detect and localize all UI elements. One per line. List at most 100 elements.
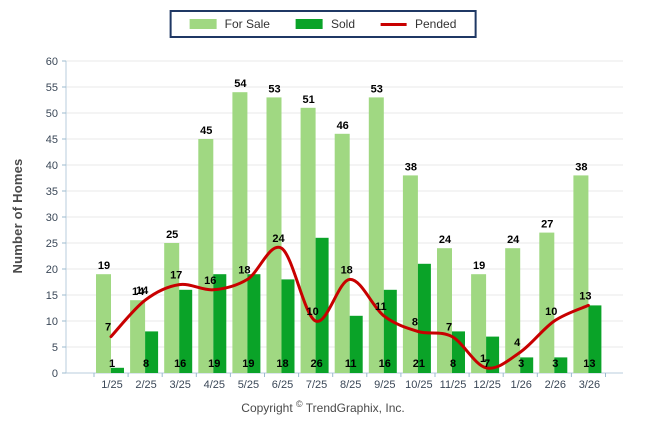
pended-value-label: 14 bbox=[136, 285, 149, 297]
pended-value-label: 10 bbox=[306, 306, 318, 318]
bar-sold-1/26 bbox=[520, 357, 534, 373]
sold-value-label: 1 bbox=[109, 358, 115, 370]
pended-value-label: 10 bbox=[545, 306, 557, 318]
for-sale-value-label: 53 bbox=[268, 83, 280, 95]
x-tick-label: 5/25 bbox=[238, 379, 259, 391]
bar-for-sale-3/25 bbox=[164, 243, 180, 373]
sold-value-label: 26 bbox=[310, 358, 322, 370]
pended-value-label: 8 bbox=[412, 316, 418, 328]
pended-value-label: 7 bbox=[105, 322, 111, 334]
for-sale-value-label: 46 bbox=[337, 120, 349, 132]
bar-sold-9/25 bbox=[383, 289, 397, 373]
for-sale-value-label: 14 bbox=[132, 286, 145, 298]
bar-for-sale-5/25 bbox=[232, 92, 248, 373]
pended-value-label: 11 bbox=[375, 301, 387, 313]
sold-value-label: 16 bbox=[174, 358, 186, 370]
bar-for-sale-6/25 bbox=[266, 97, 282, 374]
bar-for-sale-4/25 bbox=[198, 139, 214, 373]
y-tick-label: 55 bbox=[46, 82, 58, 94]
sold-value-label: 21 bbox=[413, 358, 425, 370]
y-tick-label: 45 bbox=[46, 134, 58, 146]
legend-label-pended: Pended bbox=[415, 17, 457, 31]
y-tick-label: 5 bbox=[52, 342, 58, 354]
for-sale-value-label: 38 bbox=[405, 161, 417, 173]
bar-for-sale-11/25 bbox=[437, 248, 452, 373]
x-tick-label: 9/25 bbox=[374, 379, 395, 391]
legend-item-pended: Pended bbox=[381, 17, 456, 31]
pended-value-label: 16 bbox=[204, 275, 216, 287]
legend-item-sold: Sold bbox=[295, 17, 356, 31]
sold-value-label: 3 bbox=[518, 358, 524, 370]
pended-line-swatch-icon bbox=[381, 22, 408, 26]
pended-value-label: 24 bbox=[272, 233, 285, 245]
x-tick-label: 7/25 bbox=[306, 379, 327, 391]
x-tick-label: 3/25 bbox=[169, 379, 190, 391]
bar-for-sale-7/25 bbox=[300, 107, 316, 374]
y-tick-label: 20 bbox=[46, 264, 58, 276]
pended-value-label: 4 bbox=[514, 337, 521, 349]
y-tick-label: 10 bbox=[46, 316, 58, 328]
sold-value-label: 18 bbox=[276, 358, 288, 370]
sold-swatch-icon bbox=[295, 19, 323, 29]
for-sale-swatch-icon bbox=[189, 19, 217, 29]
x-tick-label: 2/25 bbox=[135, 379, 156, 391]
bar-sold-3/26 bbox=[588, 305, 602, 373]
sold-value-label: 13 bbox=[583, 358, 595, 370]
bar-sold-2/25 bbox=[145, 331, 159, 373]
x-tick-label: 10/25 bbox=[405, 379, 433, 391]
bar-for-sale-2/25 bbox=[130, 300, 146, 373]
bar-sold-4/25 bbox=[213, 274, 227, 373]
bar-for-sale-1/26 bbox=[505, 248, 521, 373]
bar-for-sale-3/26 bbox=[573, 175, 589, 373]
bar-for-sale-2/26 bbox=[539, 232, 555, 373]
x-tick-label: 8/25 bbox=[340, 379, 361, 391]
x-tick-label: 11/25 bbox=[440, 379, 467, 391]
x-tick-label: 4/25 bbox=[204, 379, 225, 391]
bar-sold-8/25 bbox=[349, 315, 363, 373]
copyright-symbol: © bbox=[296, 399, 303, 409]
pended-value-label: 18 bbox=[238, 264, 250, 276]
y-tick-label: 50 bbox=[46, 108, 58, 120]
y-tick-label: 15 bbox=[46, 290, 58, 302]
y-tick-label: 40 bbox=[46, 160, 58, 172]
copyright: Copyright © TrendGraphix, Inc. bbox=[0, 399, 646, 415]
y-tick-label: 25 bbox=[46, 238, 58, 250]
bar-for-sale-10/25 bbox=[402, 175, 418, 373]
pended-value-label: 1 bbox=[480, 353, 486, 365]
for-sale-value-label: 19 bbox=[473, 260, 485, 272]
bar-for-sale-12/25 bbox=[471, 274, 487, 373]
sold-value-label: 11 bbox=[345, 358, 357, 370]
for-sale-value-label: 38 bbox=[575, 161, 587, 173]
sold-value-label: 19 bbox=[242, 358, 254, 370]
legend-label-for-sale: For Sale bbox=[224, 17, 270, 31]
sold-value-label: 16 bbox=[379, 358, 391, 370]
bar-sold-11/25 bbox=[452, 331, 465, 373]
bar-for-sale-1/25 bbox=[96, 274, 111, 373]
bar-sold-5/25 bbox=[247, 274, 261, 373]
for-sale-value-label: 51 bbox=[302, 94, 314, 106]
for-sale-value-label: 45 bbox=[200, 125, 212, 137]
copyright-suffix: TrendGraphix, Inc. bbox=[305, 401, 405, 415]
bar-sold-2/26 bbox=[554, 357, 568, 373]
pended-value-label: 18 bbox=[341, 264, 353, 276]
copyright-prefix: Copyright bbox=[241, 401, 293, 415]
x-tick-label: 12/25 bbox=[473, 379, 501, 391]
pended-value-label: 7 bbox=[446, 322, 452, 334]
x-tick-label: 1/26 bbox=[510, 379, 531, 391]
bar-sold-12/25 bbox=[486, 336, 500, 373]
sold-value-label: 8 bbox=[450, 358, 456, 370]
legend-label-sold: Sold bbox=[330, 17, 356, 31]
for-sale-value-label: 24 bbox=[439, 234, 452, 246]
sold-value-label: 3 bbox=[552, 358, 558, 370]
bar-sold-3/25 bbox=[179, 289, 193, 373]
for-sale-value-label: 25 bbox=[166, 229, 178, 241]
x-tick-label: 2/26 bbox=[545, 379, 566, 391]
legend-item-for-sale: For Sale bbox=[189, 17, 270, 31]
y-tick-label: 30 bbox=[46, 212, 58, 224]
pended-value-label: 13 bbox=[579, 290, 591, 302]
sold-value-label: 7 bbox=[484, 358, 490, 370]
y-axis-title: Number of Homes bbox=[10, 158, 25, 274]
for-sale-value-label: 53 bbox=[371, 83, 383, 95]
